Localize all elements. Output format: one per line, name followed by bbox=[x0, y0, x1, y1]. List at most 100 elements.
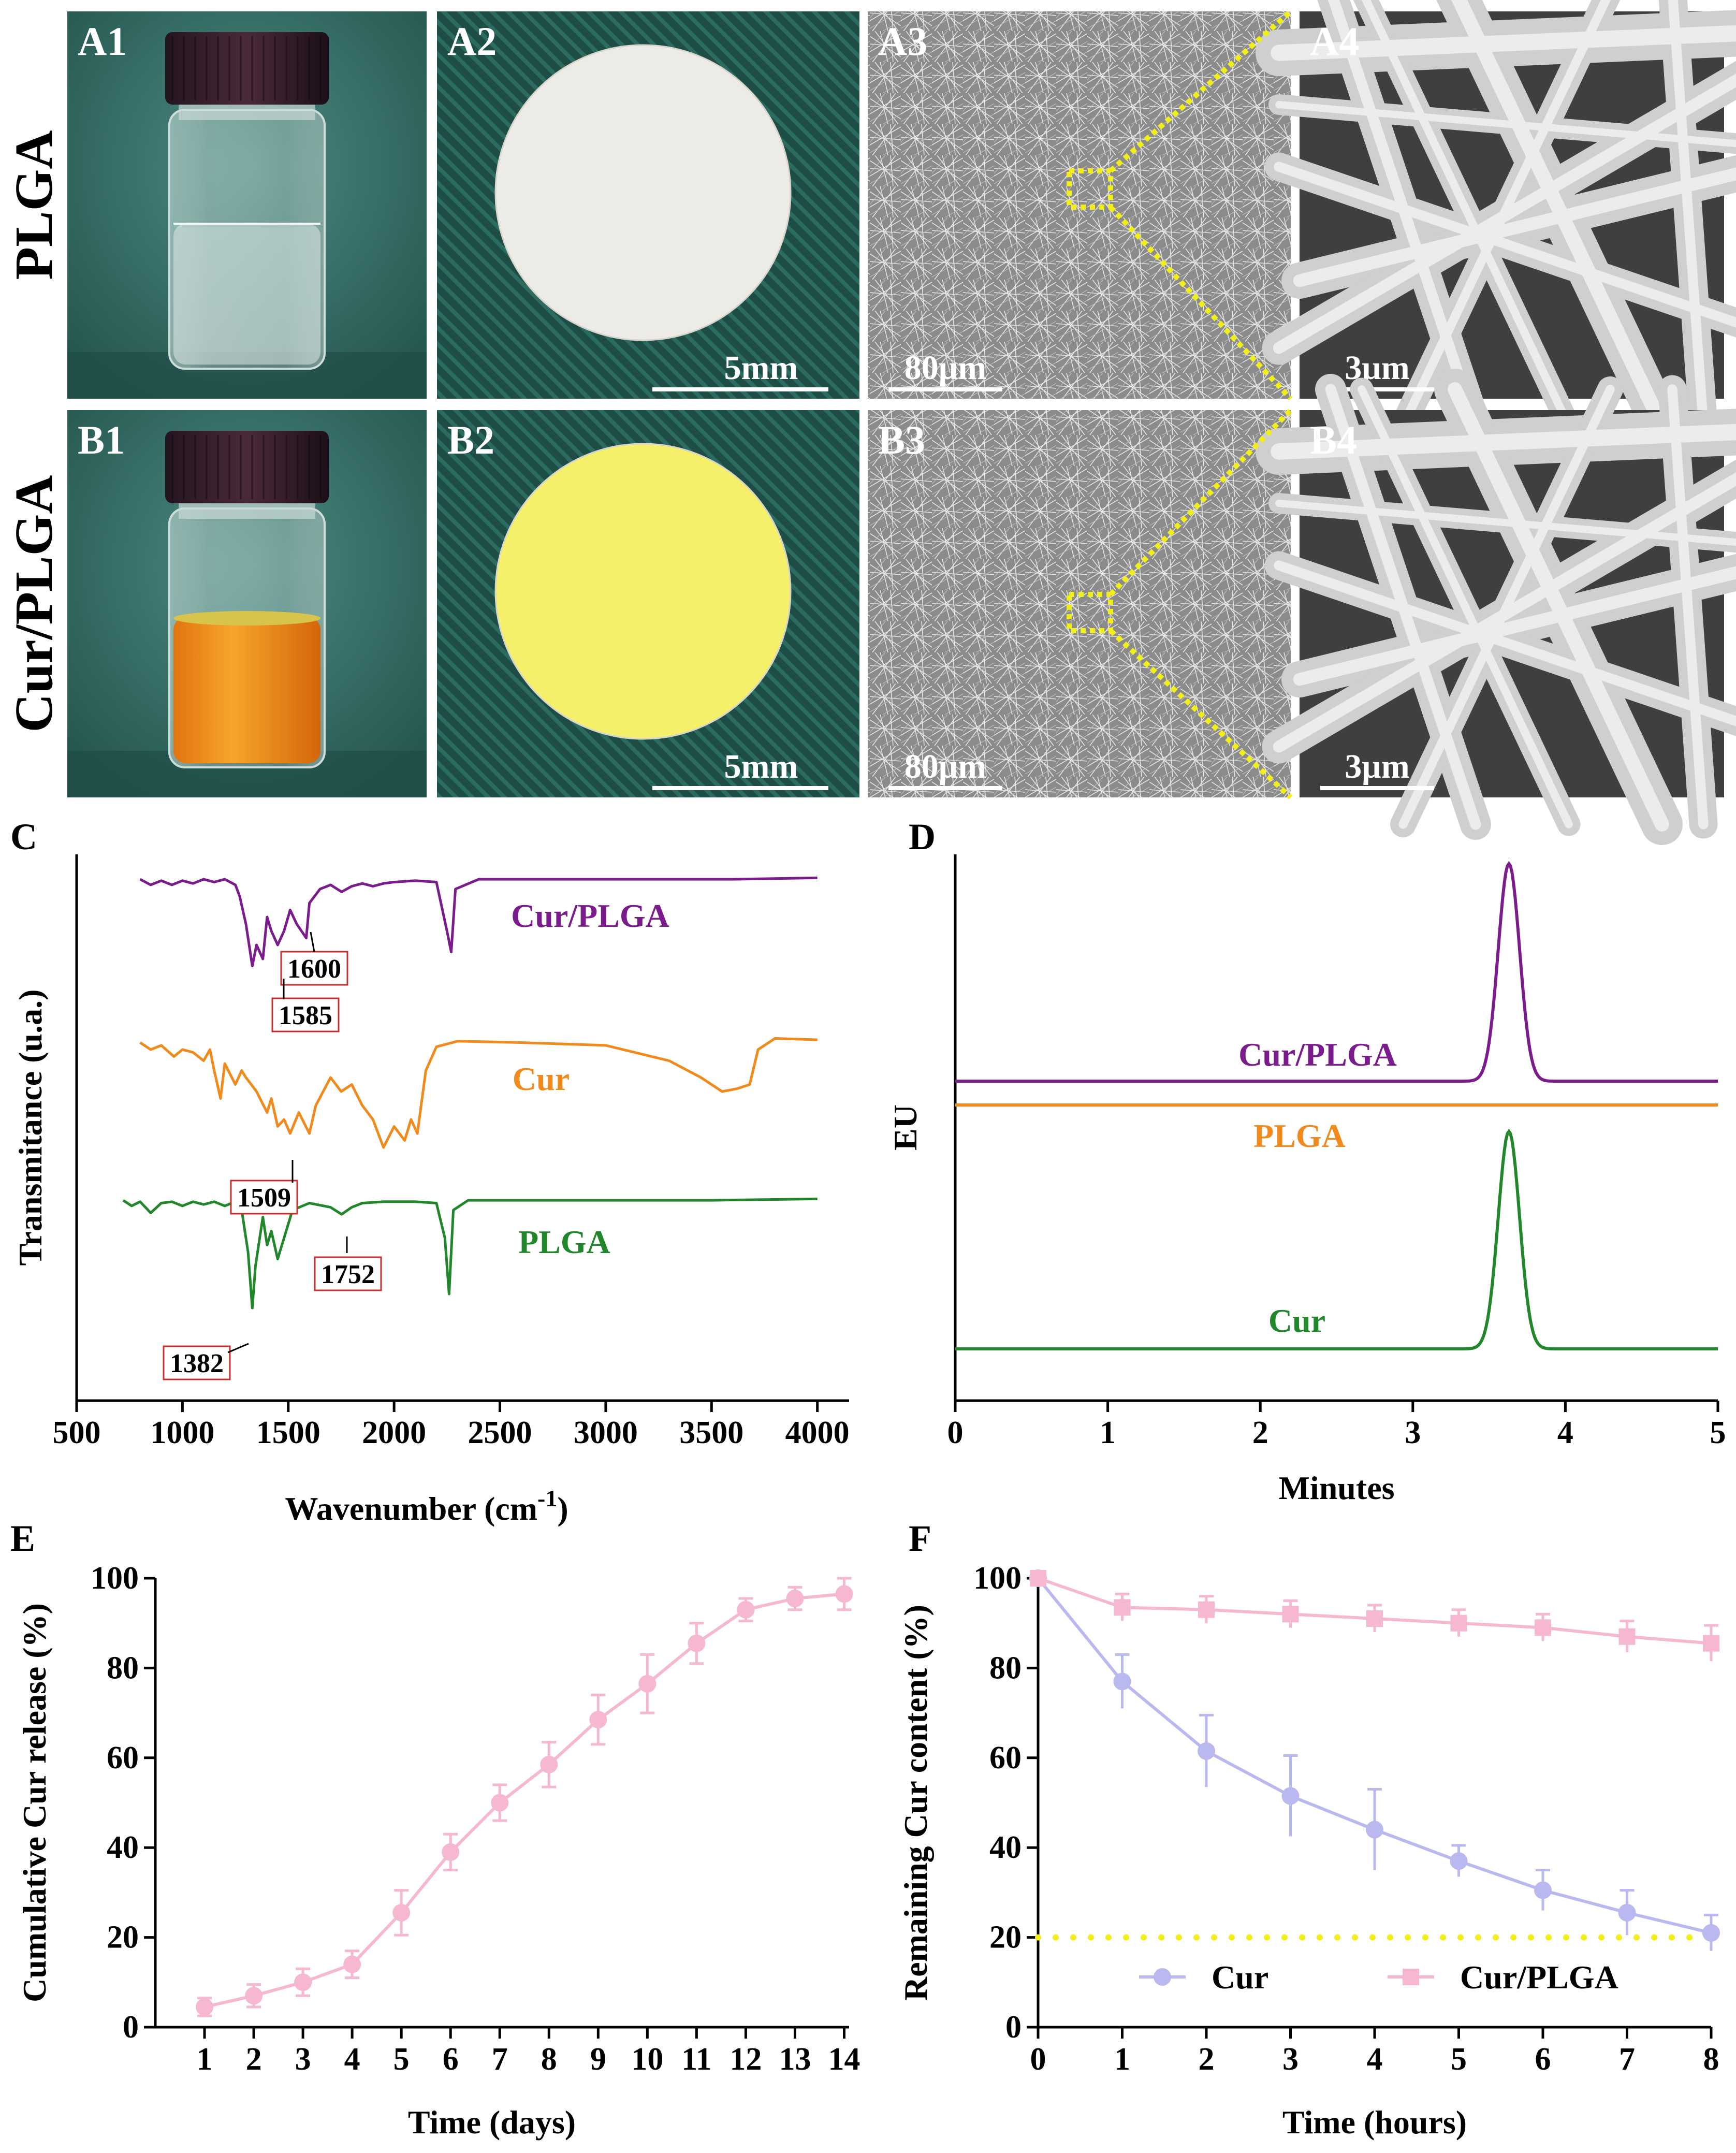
legend-label-cur-plga: Cur/PLGA bbox=[1460, 1959, 1618, 1996]
zoom-line bbox=[1108, 9, 1293, 173]
scale-bar-label: 80μm bbox=[905, 748, 986, 785]
annotation-label: 1600 bbox=[287, 954, 341, 984]
panel-label-b2: B2 bbox=[447, 417, 494, 462]
legend-marker-cur-plga bbox=[1403, 1969, 1419, 1985]
x-tick-label: 3 bbox=[295, 2042, 311, 2077]
sem-fiber-highlight bbox=[1358, 385, 1573, 828]
cur-point bbox=[1534, 1881, 1552, 1899]
y-axis-title: Transmitance (u.a.) bbox=[12, 990, 49, 1266]
x-tick-label: 4000 bbox=[785, 1415, 850, 1450]
x-tick-label: 1 bbox=[1100, 1415, 1116, 1450]
y-tick-label: 80 bbox=[989, 1650, 1022, 1685]
ftir-line-plga bbox=[122, 1197, 818, 1310]
x-tick-label: 4 bbox=[344, 2042, 360, 2077]
release-point bbox=[245, 1987, 263, 2005]
cur-point bbox=[1618, 1903, 1636, 1922]
ftir-line-cur-plga bbox=[139, 876, 818, 967]
photo-panel-a1: A1 bbox=[67, 11, 427, 399]
ftir-line-cur bbox=[139, 1037, 818, 1149]
release-point bbox=[442, 1843, 460, 1861]
cur-plga-point bbox=[1198, 1601, 1215, 1618]
cur-plga-point bbox=[1030, 1570, 1046, 1587]
photo-panel-b4: B4 3μm bbox=[1256, 369, 1736, 845]
panel-label-b1: B1 bbox=[78, 417, 125, 462]
row-label-cur-plga: Cur/PLGA bbox=[4, 475, 64, 733]
scale-bar bbox=[652, 387, 828, 391]
release-line bbox=[204, 1592, 844, 2009]
x-tick-label: 14 bbox=[828, 2042, 860, 2077]
panel-letter-f: F bbox=[909, 1518, 931, 1559]
cur-plga-point bbox=[1450, 1614, 1467, 1632]
y-axis-title: Cumulative Cur release (%) bbox=[16, 1603, 53, 2002]
x-tick-label: 5 bbox=[1451, 2042, 1467, 2077]
annotation-box bbox=[314, 1256, 382, 1291]
x-tick-label: 2000 bbox=[362, 1415, 426, 1450]
x-tick-label: 0 bbox=[1030, 2042, 1046, 2077]
x-tick-label: 2 bbox=[1199, 2042, 1215, 2077]
panel-label-a3: A3 bbox=[878, 19, 927, 64]
annotation-label: 1382 bbox=[170, 1349, 224, 1378]
y-tick-label: 60 bbox=[989, 1740, 1022, 1776]
sem-fiber-highlight bbox=[1271, 424, 1736, 460]
release-point bbox=[737, 1601, 755, 1619]
panel-letter-e: E bbox=[10, 1518, 35, 1559]
membrane-disk bbox=[494, 443, 792, 740]
x-tick-label: 9 bbox=[590, 2042, 606, 2077]
x-tick-label: 8 bbox=[541, 2042, 557, 2077]
cur-point bbox=[1450, 1852, 1468, 1870]
annotation-label: 1509 bbox=[237, 1183, 291, 1213]
x-tick-label: 500 bbox=[53, 1415, 101, 1450]
x-axis-title: Wavenumber (cm-1) bbox=[285, 1485, 568, 1527]
release-point bbox=[343, 1955, 361, 1973]
legend-label-cur: Cur bbox=[1212, 1959, 1268, 1996]
panel-label-a2: A2 bbox=[447, 19, 497, 64]
cur-plga-point bbox=[1366, 1610, 1383, 1627]
series-label-plga: PLGA bbox=[518, 1224, 610, 1260]
x-tick-label: 11 bbox=[681, 2042, 712, 2077]
series-label-cur: Cur bbox=[1268, 1302, 1325, 1339]
panel-label-b4: B4 bbox=[1310, 417, 1357, 462]
vial-liquid bbox=[173, 224, 320, 365]
legend: Cur Cur/PLGA bbox=[1139, 1959, 1618, 1996]
x-tick-label: 1 bbox=[197, 2042, 213, 2077]
sem-fiber-highlight bbox=[1274, 560, 1736, 726]
photo-panel-b1: B1 bbox=[67, 410, 427, 797]
cur-plga-point bbox=[1703, 1635, 1719, 1652]
panel-label-b3: B3 bbox=[878, 417, 925, 462]
x-tick-label: 3 bbox=[1282, 2042, 1299, 2077]
y-axis-title: EU bbox=[887, 1104, 924, 1151]
x-axis-title-sup: -1 bbox=[537, 1485, 557, 1511]
cur-plga-point bbox=[1114, 1599, 1131, 1616]
scale-bar-label: 3μm bbox=[1345, 748, 1409, 785]
series-label-cur-plga: Cur/PLGA bbox=[1238, 1036, 1397, 1073]
y-tick-label: 0 bbox=[123, 2010, 139, 2045]
annotation-arrow bbox=[310, 932, 315, 952]
series-label-cur: Cur bbox=[513, 1060, 570, 1097]
chart-hplc: 0 1 2 3 4 5 Minutes EU Cur/PLGA PLGA Cur bbox=[887, 854, 1726, 1506]
x-tick-label: 4 bbox=[1557, 1415, 1573, 1450]
y-tick-label: 60 bbox=[107, 1740, 139, 1776]
y-axis-title: Remaining Cur content (%) bbox=[897, 1605, 934, 2001]
scale-bar-label: 80μm bbox=[905, 349, 986, 387]
release-point bbox=[491, 1794, 509, 1812]
release-point bbox=[786, 1590, 804, 1608]
scale-bar bbox=[888, 387, 1002, 391]
panel-letter-c: C bbox=[10, 816, 37, 857]
cur-point bbox=[1113, 1672, 1131, 1691]
panel-label-a4: A4 bbox=[1310, 19, 1359, 64]
x-tick-label: 7 bbox=[492, 2042, 508, 2077]
cur-point bbox=[1702, 1924, 1720, 1942]
annotation-box bbox=[271, 997, 340, 1032]
x-axis-title: Time (days) bbox=[408, 2104, 576, 2141]
y-tick-label: 80 bbox=[107, 1650, 139, 1685]
x-tick-label: 5 bbox=[1710, 1415, 1726, 1450]
y-tick-label: 100 bbox=[973, 1561, 1022, 1596]
annotation-box bbox=[163, 1345, 231, 1380]
y-tick-label: 0 bbox=[1005, 2010, 1022, 2045]
zoom-box bbox=[1067, 592, 1113, 633]
